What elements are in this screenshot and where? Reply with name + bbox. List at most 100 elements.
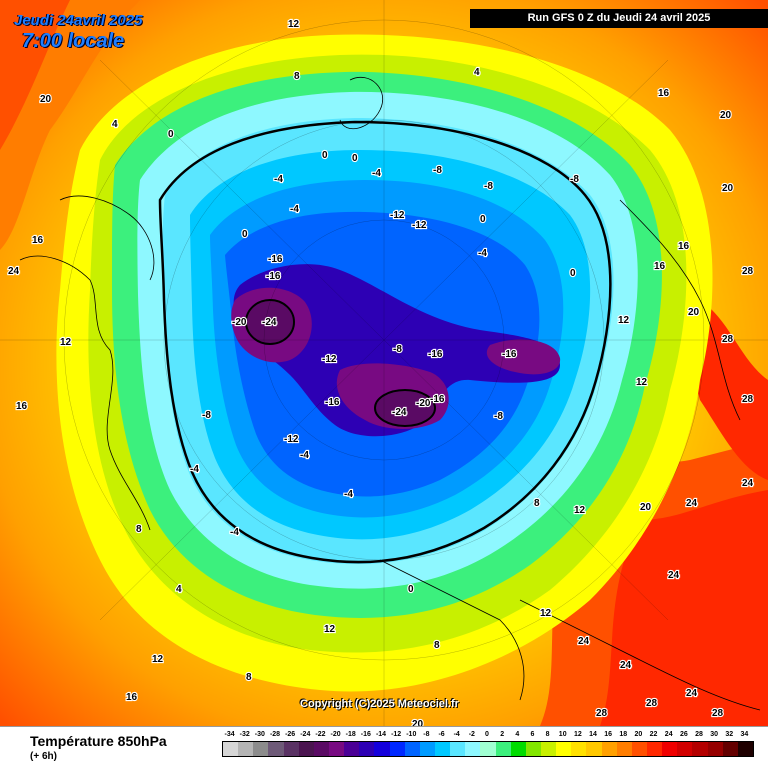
iso-label: -24 xyxy=(392,407,407,418)
iso-label: -4 xyxy=(300,450,309,461)
iso-label: -16 xyxy=(430,394,445,405)
legend-swatch xyxy=(283,742,299,756)
legend-tick-label: 2 xyxy=(500,731,505,738)
legend-swatch xyxy=(480,742,496,756)
hot-region-east xyxy=(692,300,768,480)
legend-tick-label: -8 xyxy=(423,731,430,738)
iso-label: -4 xyxy=(274,174,283,185)
iso-label: 0 xyxy=(168,129,174,140)
iso-label: 28 xyxy=(742,266,754,277)
cold-core-24-west xyxy=(245,299,295,345)
legend-swatch xyxy=(434,742,451,756)
iso-label: -4 xyxy=(478,248,487,259)
legend-tick-label: -4 xyxy=(453,731,460,738)
legend-tick-label: 6 xyxy=(530,731,535,738)
legend-swatch xyxy=(737,742,753,756)
iso-label: 0 xyxy=(570,268,576,279)
legend-swatch xyxy=(344,742,360,756)
legend-tick-label: -24 xyxy=(300,731,311,738)
legend-swatch xyxy=(510,742,526,756)
iso-label: 16 xyxy=(16,401,28,412)
iso-label: 28 xyxy=(646,698,658,709)
iso-label: -12 xyxy=(284,434,299,445)
iso-label: 28 xyxy=(742,394,754,405)
iso-label: 16 xyxy=(32,235,44,246)
iso-label: 8 xyxy=(534,498,540,509)
iso-label: 20 xyxy=(40,94,52,105)
iso-label: 16 xyxy=(658,88,670,99)
legend-swatch xyxy=(253,742,269,756)
legend-swatch xyxy=(662,742,678,756)
iso-label: 8 xyxy=(246,672,252,683)
hot-region-northwest xyxy=(0,0,70,150)
iso-label: 24 xyxy=(578,636,590,647)
legend-tick-label: 30 xyxy=(710,731,719,738)
legend-color-scale xyxy=(222,741,754,757)
legend-swatch xyxy=(374,742,390,756)
iso-label: 24 xyxy=(686,688,698,699)
iso-label: 0 xyxy=(322,150,328,161)
legend-subtitle: (+ 6h) xyxy=(30,751,57,762)
iso-label: 24 xyxy=(668,570,680,581)
legend-tick-label: 18 xyxy=(619,731,628,738)
cold-core-24-center xyxy=(374,389,436,427)
iso-label: -4 xyxy=(190,464,199,475)
cold-core-purple-east xyxy=(486,339,561,375)
legend-swatch xyxy=(586,742,602,756)
iso-label: 12 xyxy=(60,337,72,348)
legend-tick-label: -2 xyxy=(468,731,475,738)
legend-tick-label: 16 xyxy=(604,731,613,738)
iso-label: 16 xyxy=(654,261,666,272)
graticule xyxy=(0,0,768,726)
zero-isotherm xyxy=(158,120,612,564)
iso-label: 12 xyxy=(324,624,336,635)
legend-swatch xyxy=(556,742,572,756)
iso-label: 4 xyxy=(112,119,118,130)
legend-swatch xyxy=(419,742,435,756)
iso-label: 24 xyxy=(686,498,698,509)
legend-bar: Température 850hPa (+ 6h) -34 -32 -30 -28 -2… xyxy=(0,726,768,768)
legend-ticks: -34 -32 -30 -28 -26 -24 -22 -20 -18 -16 -14 -12 -10-… xyxy=(222,731,752,741)
legend-tick-label: 20 xyxy=(634,731,643,738)
legend-swatch xyxy=(646,742,663,756)
iso-label: 12 xyxy=(574,505,586,516)
iso-label: -4 xyxy=(290,204,299,215)
iso-label: 12 xyxy=(288,19,300,30)
legend-swatch xyxy=(616,742,632,756)
run-info-banner: Run GFS 0 Z du Jeudi 24 avril 2025 xyxy=(470,9,768,28)
legend-swatch xyxy=(313,742,329,756)
legend-swatch xyxy=(540,742,557,756)
legend-tick-label: -10 xyxy=(406,731,417,738)
iso-label: 8 xyxy=(434,640,440,651)
iso-label: 12 xyxy=(540,608,552,619)
iso-label: -24 xyxy=(262,317,277,328)
legend-tick-label: 4 xyxy=(515,731,520,738)
legend-swatch xyxy=(525,742,541,756)
iso-label: 0 xyxy=(408,584,414,595)
legend-swatch xyxy=(404,742,420,756)
iso-label: 12 xyxy=(636,377,648,388)
legend-swatch xyxy=(465,742,481,756)
iso-label: 12 xyxy=(618,315,630,326)
iso-label: -16 xyxy=(428,349,443,360)
legend-swatch xyxy=(722,742,738,756)
iso-label: -8 xyxy=(494,411,503,422)
iso-label: 20 xyxy=(412,719,424,726)
iso-label: -16 xyxy=(268,254,283,265)
iso-label: 8 xyxy=(294,71,300,82)
legend-tick-label: 14 xyxy=(589,731,597,738)
iso-label: 20 xyxy=(722,183,734,194)
coastlines xyxy=(19,77,761,711)
iso-label: 16 xyxy=(126,692,138,703)
legend-tick-label: -16 xyxy=(360,731,371,738)
legend-tick-label: -22 xyxy=(315,731,326,738)
legend-tick-label: 32 xyxy=(725,731,734,738)
iso-label: 20 xyxy=(640,502,652,513)
forecast-local-time: 7:00 locale xyxy=(22,30,125,52)
legend-swatch xyxy=(601,742,617,756)
iso-label: -8 xyxy=(393,344,402,355)
forecast-date: Jeudi 24avril 2025 xyxy=(14,12,143,29)
iso-label: -8 xyxy=(433,165,442,176)
legend-swatch xyxy=(359,742,375,756)
